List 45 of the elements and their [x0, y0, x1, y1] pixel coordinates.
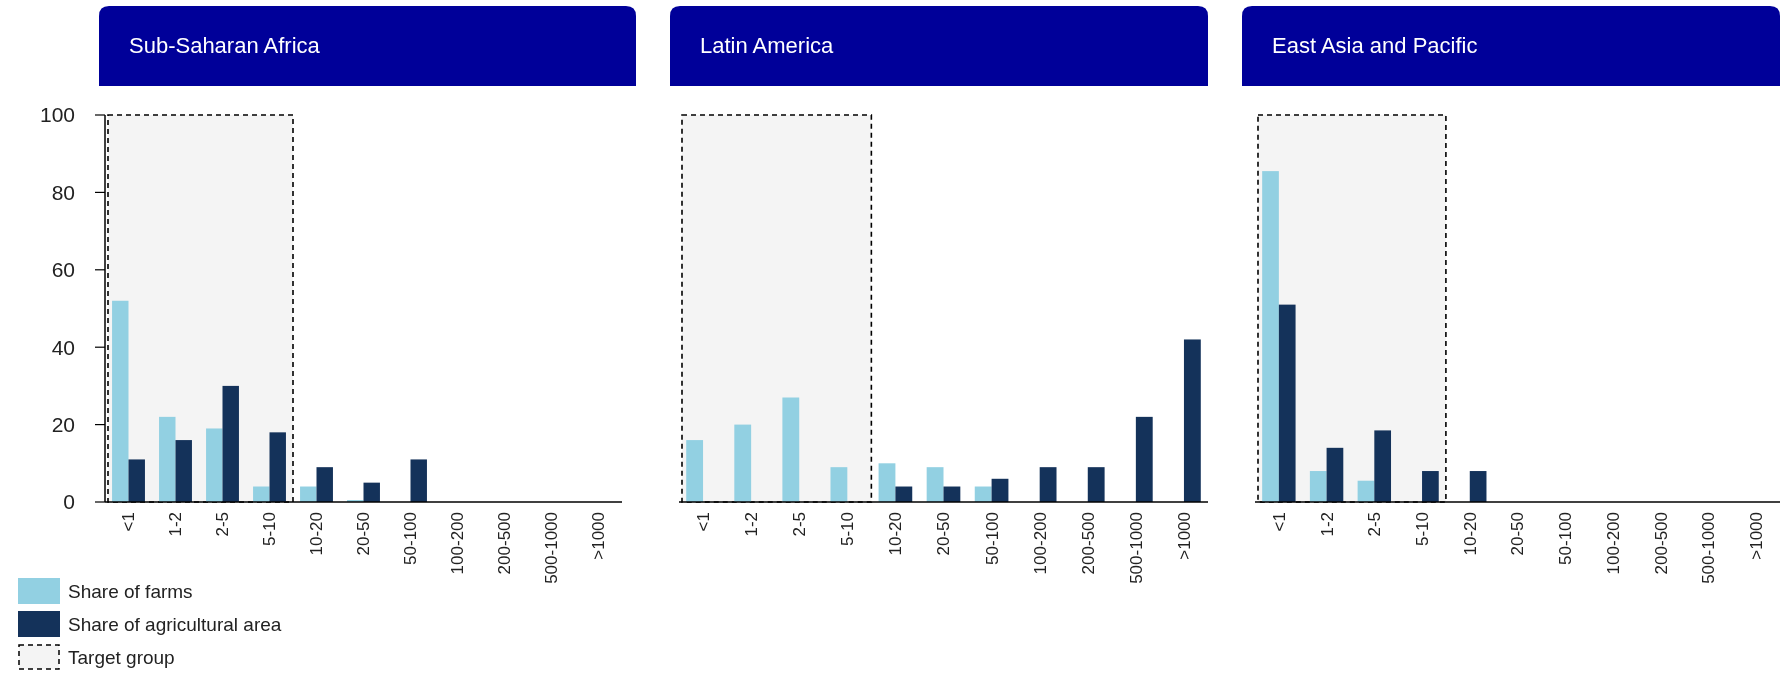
y-tick-label: 80: [51, 180, 75, 204]
x-tick-label: 1-2: [1317, 512, 1337, 537]
x-tick-label: 5-10: [838, 512, 858, 547]
x-tick-label: 2-5: [1365, 512, 1385, 537]
x-tick-label: >1000: [1174, 512, 1194, 560]
x-tick-label: 5-10: [1413, 512, 1432, 547]
x-tick-label: 200-500: [495, 512, 515, 575]
x-tick-label: <1: [119, 512, 139, 532]
x-tick-label: 100-200: [1030, 512, 1050, 575]
x-tick-label: 20-50: [934, 512, 954, 556]
x-tick-label: 2-5: [213, 512, 233, 537]
x-tick-label: 1-2: [166, 512, 186, 537]
x-tick-label: 100-200: [448, 512, 468, 575]
x-tick-label: 10-20: [886, 512, 906, 556]
x-tick-label: 20-50: [354, 512, 374, 556]
y-tick-label: 20: [51, 412, 75, 436]
x-tick-label: 200-500: [1651, 512, 1671, 575]
x-tick-label: 500-1000: [542, 512, 562, 584]
x-tick-label: >1000: [589, 512, 609, 560]
x-tick-label: 200-500: [1078, 512, 1098, 575]
x-tick-label: 500-1000: [1699, 512, 1719, 584]
legend-label: Share of farms: [68, 580, 193, 602]
x-tick-label: 100-200: [1603, 512, 1623, 575]
chart-title: Sub-Saharan Africa: [129, 33, 321, 58]
x-tick-label: <1: [1269, 512, 1289, 532]
chart-title: East Asia and Pacific: [1272, 33, 1478, 58]
y-tick-label: 40: [51, 335, 75, 359]
x-tick-label: 50-100: [982, 512, 1002, 565]
x-tick-label: 10-20: [307, 512, 327, 556]
legend-label: Target group: [68, 646, 175, 668]
x-tick-label: 10-20: [1460, 512, 1480, 556]
y-tick-label: 60: [51, 258, 75, 282]
x-tick-label: 1-2: [742, 512, 762, 537]
x-tick-label: 500-1000: [1126, 512, 1146, 584]
x-tick-label: 20-50: [1508, 512, 1528, 556]
x-tick-label: 2-5: [790, 512, 810, 537]
y-tick-label: 100: [39, 103, 75, 127]
legend-label: Share of agricultural area: [68, 613, 282, 635]
x-tick-label: 50-100: [401, 512, 421, 565]
x-tick-label: <1: [694, 512, 713, 532]
chart-title: Latin America: [700, 33, 835, 58]
x-tick-label: 50-100: [1556, 512, 1576, 565]
x-tick-label: 5-10: [260, 512, 280, 547]
y-tick-label: 0: [63, 490, 75, 514]
x-tick-label: >1000: [1747, 512, 1767, 560]
